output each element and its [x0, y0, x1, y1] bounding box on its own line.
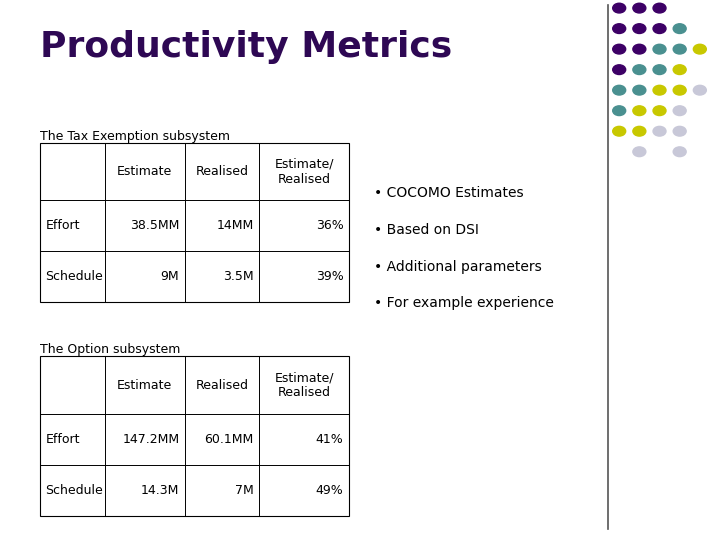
Circle shape	[673, 85, 686, 95]
Circle shape	[633, 3, 646, 13]
Circle shape	[633, 24, 646, 33]
Text: Schedule: Schedule	[45, 271, 103, 284]
Text: Realised: Realised	[196, 379, 249, 392]
Text: 7M: 7M	[235, 484, 253, 497]
Circle shape	[613, 85, 626, 95]
Text: 41%: 41%	[315, 433, 343, 446]
Circle shape	[653, 106, 666, 116]
Text: Realised: Realised	[196, 165, 249, 178]
Circle shape	[673, 106, 686, 116]
Circle shape	[613, 65, 626, 75]
Text: 9M: 9M	[161, 271, 179, 284]
Text: Estimate: Estimate	[117, 165, 173, 178]
Circle shape	[613, 44, 626, 54]
Circle shape	[653, 3, 666, 13]
Text: Estimate: Estimate	[117, 379, 173, 392]
Text: 3.5M: 3.5M	[223, 271, 253, 284]
Text: 39%: 39%	[315, 271, 343, 284]
Circle shape	[653, 44, 666, 54]
Text: Estimate/
Realised: Estimate/ Realised	[274, 371, 334, 399]
Text: 60.1MM: 60.1MM	[204, 433, 253, 446]
Text: 38.5MM: 38.5MM	[130, 219, 179, 232]
Circle shape	[613, 126, 626, 136]
Text: The Tax Exemption subsystem: The Tax Exemption subsystem	[40, 130, 230, 143]
Circle shape	[673, 65, 686, 75]
Bar	[40, 356, 349, 516]
Text: 14.3M: 14.3M	[141, 484, 179, 497]
Text: Effort: Effort	[45, 219, 80, 232]
Circle shape	[673, 44, 686, 54]
Circle shape	[633, 65, 646, 75]
Circle shape	[673, 24, 686, 33]
Circle shape	[673, 126, 686, 136]
Circle shape	[693, 85, 706, 95]
Text: Schedule: Schedule	[45, 484, 103, 497]
Circle shape	[653, 85, 666, 95]
Circle shape	[633, 147, 646, 157]
Text: Estimate/
Realised: Estimate/ Realised	[274, 158, 334, 186]
Text: • For example experience: • For example experience	[374, 296, 554, 310]
Text: 36%: 36%	[315, 219, 343, 232]
Circle shape	[633, 85, 646, 95]
Circle shape	[613, 106, 626, 116]
Text: • Additional parameters: • Additional parameters	[374, 260, 542, 274]
Text: Effort: Effort	[45, 433, 80, 446]
Text: • COCOMO Estimates: • COCOMO Estimates	[374, 186, 524, 200]
Bar	[40, 143, 349, 302]
Circle shape	[693, 44, 706, 54]
Text: The Option subsystem: The Option subsystem	[40, 343, 180, 356]
Circle shape	[633, 44, 646, 54]
Circle shape	[633, 126, 646, 136]
Circle shape	[673, 147, 686, 157]
Circle shape	[653, 126, 666, 136]
Text: 14MM: 14MM	[217, 219, 253, 232]
Circle shape	[653, 65, 666, 75]
Circle shape	[613, 24, 626, 33]
Text: • Based on DSI: • Based on DSI	[374, 223, 480, 237]
Circle shape	[613, 3, 626, 13]
Circle shape	[633, 106, 646, 116]
Text: 147.2MM: 147.2MM	[122, 433, 179, 446]
Circle shape	[653, 24, 666, 33]
Text: Productivity Metrics: Productivity Metrics	[40, 30, 452, 64]
Text: 49%: 49%	[315, 484, 343, 497]
